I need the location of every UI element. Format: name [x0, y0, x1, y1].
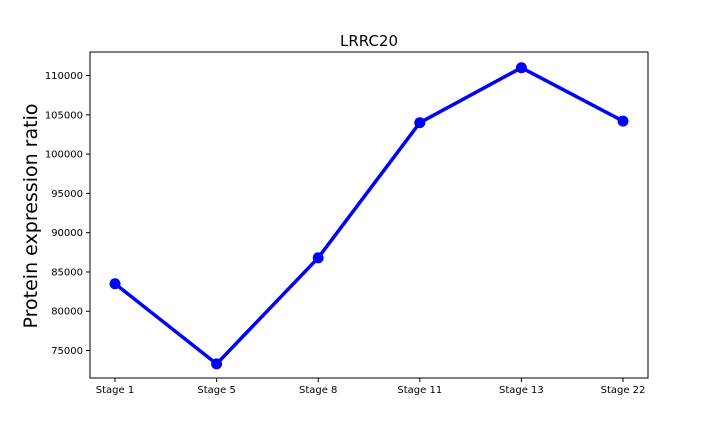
y-tick-label: 75000 — [51, 346, 83, 357]
series-line — [113, 65, 625, 366]
y-axis-label: Protein expression ratio — [20, 104, 42, 329]
data-point — [312, 252, 324, 264]
data-point — [211, 358, 223, 370]
chart-title: LRRC20 — [340, 32, 398, 50]
y-tick-label: 80000 — [51, 307, 83, 318]
data-point — [617, 115, 629, 127]
x-tick-label: Stage 22 — [601, 385, 646, 396]
data-point — [414, 117, 426, 129]
y-tick-label: 85000 — [51, 267, 83, 278]
data-point — [515, 62, 527, 74]
x-tick-label: Stage 8 — [299, 385, 337, 396]
data-point — [109, 278, 121, 290]
y-tick-label: 105000 — [45, 110, 83, 121]
y-tick-label: 95000 — [51, 189, 83, 200]
x-tick-label: Stage 1 — [96, 385, 134, 396]
y-tick-label: 110000 — [45, 71, 83, 82]
x-axis-ticks: Stage 1 Stage 5 Stage 8 Stage 11 Stage 13 Sta… — [96, 378, 646, 396]
series-layer — [109, 62, 629, 370]
plot-area-frame — [89, 51, 649, 379]
x-tick-label: Stage 11 — [397, 385, 442, 396]
x-tick-label: Stage 5 — [197, 385, 235, 396]
y-tick-label: 100000 — [45, 150, 83, 161]
x-tick-label: Stage 13 — [499, 385, 544, 396]
y-axis-ticks: 75000 80000 85000 90000 95000 100000 105000 110… — [45, 71, 90, 357]
y-tick-label: 90000 — [51, 228, 83, 239]
